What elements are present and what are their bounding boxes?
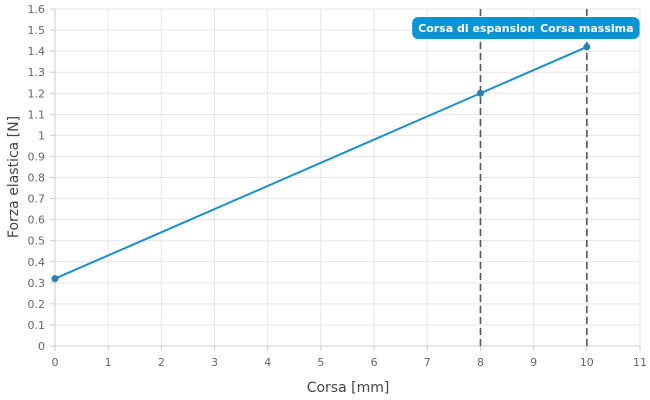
y-tick-label: 0 — [38, 340, 45, 353]
data-point[interactable] — [476, 89, 484, 97]
y-tick-label: 0.7 — [28, 193, 46, 206]
x-tick-label: 7 — [424, 356, 431, 369]
y-tick-label: 1.3 — [28, 66, 46, 79]
y-tick-label: 0.1 — [28, 319, 46, 332]
y-tick-label: 1 — [38, 129, 45, 142]
x-tick-label: 2 — [158, 356, 165, 369]
annotation-label-text: Corsa massima — [540, 22, 634, 35]
y-tick-label: 0.2 — [28, 298, 46, 311]
y-tick-label: 0.6 — [28, 214, 46, 227]
y-tick-label: 1.1 — [28, 108, 46, 121]
x-axis-ticks: 0 1 2 3 4 5 6 7 8 9 10 11 — [52, 346, 647, 369]
series — [51, 43, 591, 283]
annotation-label-box — [412, 17, 549, 39]
x-tick-label: 1 — [105, 356, 112, 369]
y-axis-ticks: 0 0.1 0.2 0.3 0.4 0.5 0.6 0.7 0.8 0.9 1 1.1 1.2 1.3 1.… — [28, 3, 55, 353]
y-tick-label: 1.4 — [28, 45, 46, 58]
y-tick-label: 0.3 — [28, 277, 46, 290]
data-point[interactable] — [583, 43, 591, 51]
x-tick-label: 10 — [580, 356, 594, 369]
y-tick-label: 1.5 — [28, 24, 46, 37]
y-tick-label: 0.5 — [28, 235, 46, 248]
x-tick-label: 8 — [477, 356, 484, 369]
y-tick-label: 1.6 — [28, 3, 46, 16]
y-axis-title: Forza elastica [N] — [6, 116, 22, 238]
y-tick-label: 0.8 — [28, 172, 46, 185]
x-tick-label: 6 — [371, 356, 378, 369]
x-tick-label: 11 — [633, 356, 647, 369]
annotation-label-text: Corsa di espansione — [418, 22, 543, 35]
annotation-label-box — [534, 17, 640, 39]
y-tick-label: 1.2 — [28, 87, 46, 100]
x-axis-title: Corsa [mm] — [307, 380, 390, 396]
x-tick-label: 0 — [52, 356, 59, 369]
annotation-label: Corsa massima — [534, 17, 640, 39]
data-point[interactable] — [51, 275, 59, 283]
annotation-label: Corsa di espansione — [412, 17, 549, 39]
x-tick-label: 5 — [317, 356, 324, 369]
y-tick-label: 0.4 — [28, 256, 46, 269]
x-tick-label: 9 — [530, 356, 537, 369]
x-tick-label: 3 — [211, 356, 218, 369]
grid — [54, 8, 641, 347]
x-tick-label: 4 — [264, 356, 271, 369]
y-tick-label: 0.9 — [28, 150, 46, 163]
